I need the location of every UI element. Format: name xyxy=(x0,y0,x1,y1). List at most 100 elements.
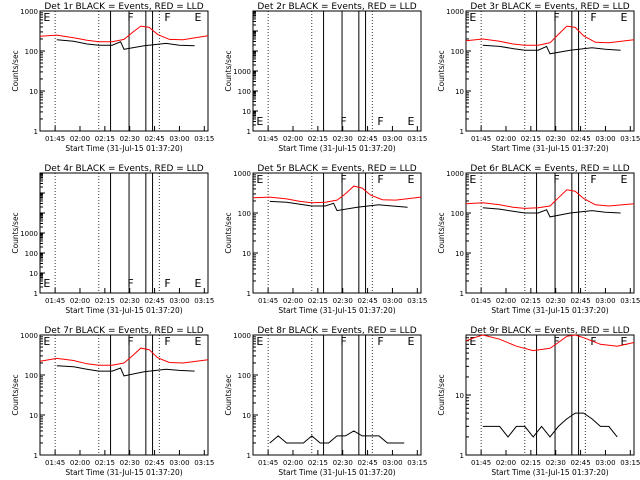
x-axis-label: Start Time (31-Jul-15 01:37:20) xyxy=(278,468,395,477)
x-tick-label: 02:15 xyxy=(521,459,541,467)
x-tick-label: 03:00 xyxy=(169,135,189,143)
event-marker-label: E xyxy=(621,11,628,24)
panel-title: Det 5r BLACK = Events, RED = LLD xyxy=(257,164,416,174)
y-axis-label: Counts/sec xyxy=(437,374,446,415)
y-tick-label: 10 xyxy=(455,250,464,258)
x-tick-label: 02:00 xyxy=(496,297,516,305)
panel-title: Det 7r BLACK = Events, RED = LLD xyxy=(44,326,203,336)
x-tick-label: 01:45 xyxy=(258,135,278,143)
panel-title: Det 9r BLACK = Events, RED = LLD xyxy=(470,326,629,336)
x-axis-label: Start Time (31-Jul-15 01:37:20) xyxy=(491,468,608,477)
plot-frame xyxy=(39,172,209,294)
y-tick-label: 10 xyxy=(29,88,38,96)
event-marker-label: F xyxy=(553,173,559,186)
y-axis-label: Counts/sec xyxy=(224,50,233,91)
y-axis-label: Counts/sec xyxy=(224,374,233,415)
y-axis-label: Counts/sec xyxy=(11,374,20,415)
event-marker-label: E xyxy=(195,277,202,290)
event-marker-label: E xyxy=(469,11,476,24)
panel-7: Det 7r BLACK = Events, RED = LLD Start Ti… xyxy=(11,326,214,477)
plot-frame xyxy=(252,334,422,456)
y-tick-label: 1 xyxy=(34,452,38,460)
x-axis-label: Start Time (31-Jul-15 01:37:20) xyxy=(278,144,395,153)
x-tick-label: 03:00 xyxy=(382,135,402,143)
x-tick-label: 02:30 xyxy=(333,135,353,143)
y-tick-label: 1000 xyxy=(233,332,251,340)
y-tick-label: 1 xyxy=(247,290,251,298)
event-marker-label: F xyxy=(377,173,383,186)
y-tick-label: 1 xyxy=(247,128,251,136)
x-tick-label: 03:15 xyxy=(407,297,427,305)
y-tick-label: 100 xyxy=(238,372,251,380)
x-tick-label: 03:15 xyxy=(620,297,640,305)
x-tick-label: 02:45 xyxy=(357,297,377,305)
event-marker-label: E xyxy=(408,173,415,186)
panel-1: Det 1r BLACK = Events, RED = LLD Start Ti… xyxy=(11,2,214,153)
plot-frame xyxy=(252,172,422,294)
x-tick-label: 02:15 xyxy=(521,135,541,143)
y-tick-label: 100 xyxy=(238,210,251,218)
y-tick-label: 1 xyxy=(460,290,464,298)
x-tick-label: 03:00 xyxy=(382,459,402,467)
panel-9: Det 9r BLACK = Events, RED = LLD Start Ti… xyxy=(437,326,640,477)
y-axis-label: Counts/sec xyxy=(437,50,446,91)
x-tick-label: 02:30 xyxy=(333,459,353,467)
y-axis-label: Counts/sec xyxy=(11,50,20,91)
event-marker-label: F xyxy=(164,335,170,348)
y-tick-label: 1000 xyxy=(446,8,464,16)
event-marker-label: F xyxy=(590,11,596,24)
panel-8: Det 8r BLACK = Events, RED = LLD Start Ti… xyxy=(224,326,427,477)
x-tick-label: 03:00 xyxy=(382,297,402,305)
panel-2: Det 2r BLACK = Events, RED = LLD Start Ti… xyxy=(224,2,427,153)
event-marker-label: F xyxy=(590,173,596,186)
events-series-line xyxy=(269,200,408,212)
x-tick-label: 03:15 xyxy=(620,459,640,467)
x-tick-label: 03:15 xyxy=(194,297,214,305)
event-marker-label: E xyxy=(43,277,50,290)
y-tick-label: 1000 xyxy=(20,332,38,340)
y-tick-label: 1 xyxy=(34,290,38,298)
x-tick-label: 02:45 xyxy=(144,459,164,467)
panel-title: Det 3r BLACK = Events, RED = LLD xyxy=(470,2,629,12)
event-marker-label: F xyxy=(340,335,346,348)
event-marker-label: E xyxy=(621,173,628,186)
panel-title: Det 4r BLACK = Events, RED = LLD xyxy=(44,164,203,174)
x-tick-label: 02:00 xyxy=(283,297,303,305)
x-tick-label: 01:45 xyxy=(45,135,65,143)
events-series-line xyxy=(482,44,621,55)
y-tick-label: 1000 xyxy=(20,8,38,16)
panel-title: Det 8r BLACK = Events, RED = LLD xyxy=(257,326,416,336)
x-axis-label: Start Time (31-Jul-15 01:37:20) xyxy=(491,306,608,315)
y-tick-label: 10 xyxy=(242,108,251,116)
y-tick-label: 100 xyxy=(25,48,38,56)
x-tick-label: 02:15 xyxy=(308,297,328,305)
plot-frame xyxy=(252,10,422,132)
event-marker-label: F xyxy=(377,115,383,128)
event-marker-label: F xyxy=(553,11,559,24)
events-series-line xyxy=(482,207,621,218)
lld-series-line xyxy=(465,25,635,46)
x-tick-label: 02:15 xyxy=(308,459,328,467)
y-tick-label: 10 xyxy=(455,392,464,400)
x-tick-label: 02:30 xyxy=(546,135,566,143)
x-tick-label: 02:00 xyxy=(496,459,516,467)
x-tick-label: 03:15 xyxy=(194,135,214,143)
x-tick-label: 03:00 xyxy=(595,297,615,305)
y-axis-label: Counts/sec xyxy=(11,212,20,253)
x-tick-label: 03:00 xyxy=(595,135,615,143)
panel-title: Det 6r BLACK = Events, RED = LLD xyxy=(470,164,629,174)
x-tick-label: 02:30 xyxy=(546,297,566,305)
x-tick-label: 02:00 xyxy=(283,459,303,467)
lld-series-line xyxy=(465,334,635,352)
events-series-line xyxy=(56,39,195,50)
x-tick-label: 02:00 xyxy=(496,135,516,143)
y-axis-label: Counts/sec xyxy=(224,212,233,253)
lld-series-line xyxy=(252,185,422,204)
event-marker-label: E xyxy=(408,115,415,128)
event-marker-label: E xyxy=(43,335,50,348)
y-tick-label: 10 xyxy=(242,412,251,420)
x-tick-label: 02:45 xyxy=(570,297,590,305)
event-marker-label: E xyxy=(195,335,202,348)
plot-frame xyxy=(39,10,209,132)
